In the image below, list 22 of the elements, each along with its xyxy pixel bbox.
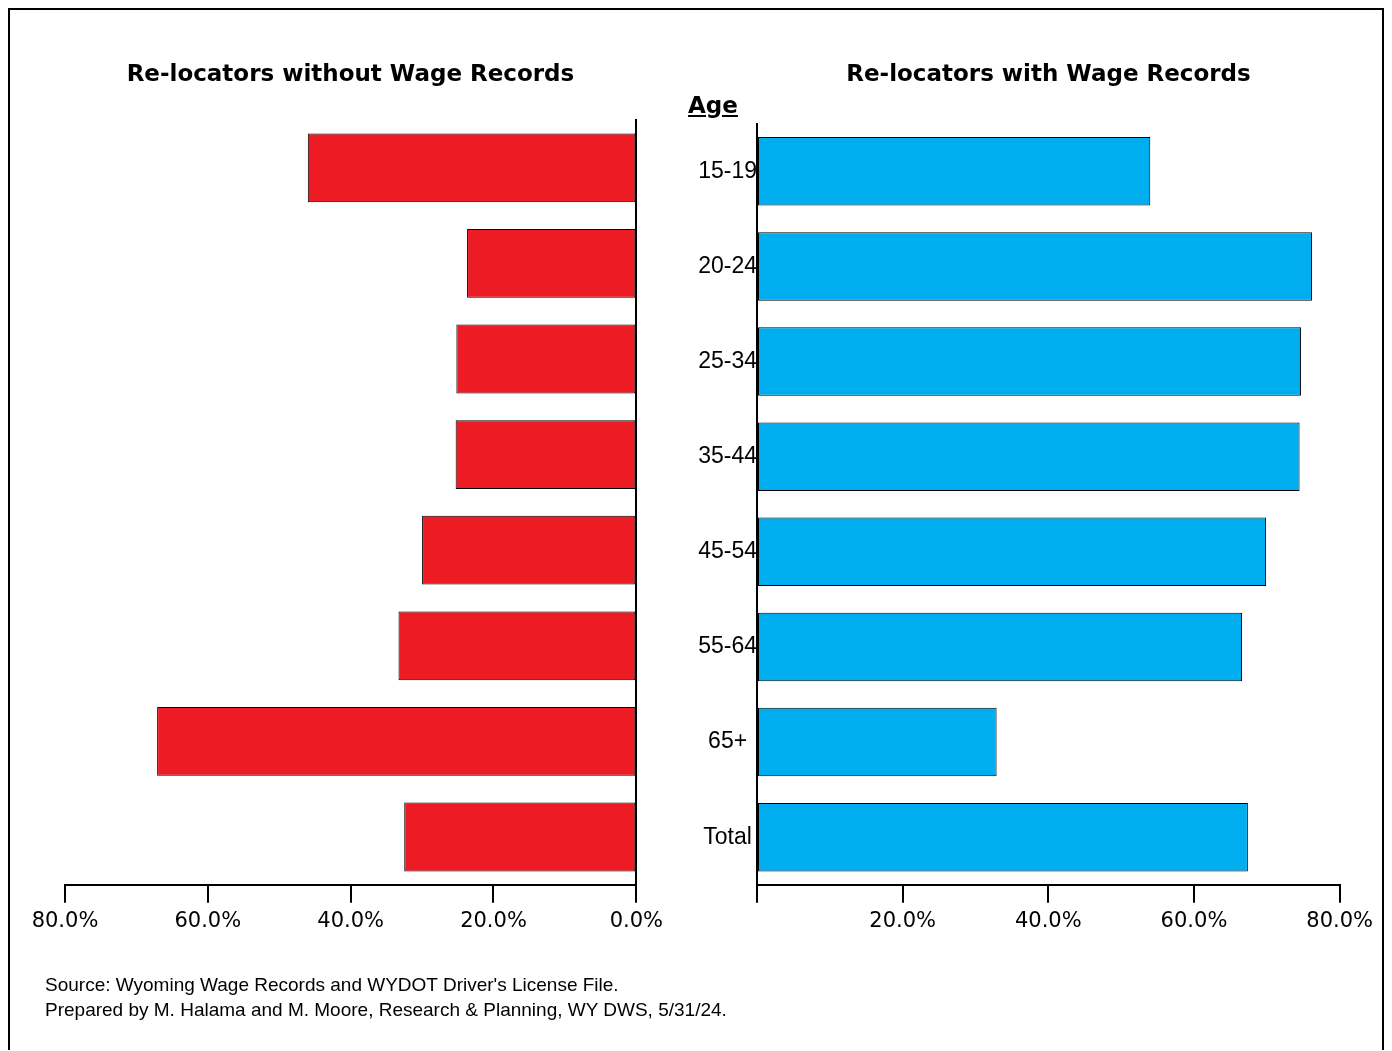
x-tick-label: 40.0% [317, 907, 385, 932]
x-tick-label: 60.0% [1160, 907, 1228, 932]
x-tick-label: 0.0% [609, 907, 663, 932]
x-tick-label: 20.0% [869, 907, 937, 932]
x-tick-label: 40.0% [1014, 907, 1082, 932]
y-tick-label: 15-19 [698, 156, 757, 183]
chart-title: Re-locators without Wage Records [126, 60, 575, 86]
x-tick-label: 80.0% [1306, 907, 1373, 932]
y-axis-title: Age [688, 91, 738, 118]
y-tick-label: 45-54 [698, 537, 758, 564]
x-tick-label: 60.0% [174, 907, 242, 932]
y-tick-label: 55-64 [698, 632, 758, 659]
chart-title: Re-locators with Wage Records [846, 60, 1251, 86]
y-tick-label: 25-34 [698, 346, 758, 373]
source-note: Source: Wyoming Wage Records and WYDOT Driver's License File. [45, 973, 620, 997]
text: Prepared by M. Halama and M. Moore, Research & Planning, WY DWS, 5/31/24. [45, 998, 727, 1022]
y-tick-label: 65+ [708, 727, 748, 754]
x-tick-label: 20.0% [460, 907, 527, 932]
x-tick-label: 80.0% [31, 907, 99, 932]
y-tick-label: 35-44 [698, 442, 758, 469]
y-tick-label: 20-24 [698, 251, 758, 278]
y-tick-label: Total [703, 822, 752, 849]
